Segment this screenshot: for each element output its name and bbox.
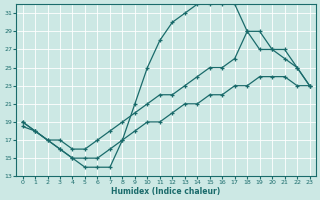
X-axis label: Humidex (Indice chaleur): Humidex (Indice chaleur): [111, 187, 221, 196]
